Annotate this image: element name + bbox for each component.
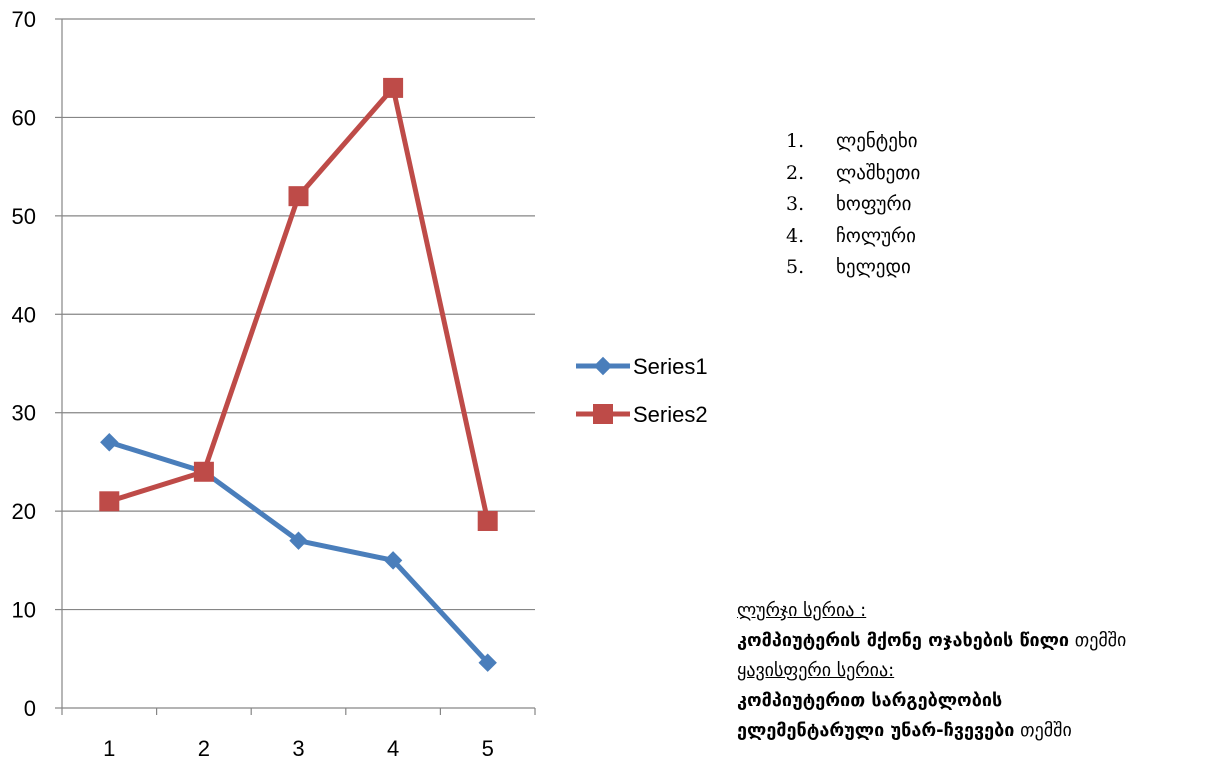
list-text: ჩოლური	[836, 224, 916, 247]
series-line	[106, 85, 491, 524]
x-axis-tick-labels: 1 2 3 4 5	[103, 736, 494, 761]
y-tick-label: 50	[12, 204, 36, 229]
y-tick-label: 30	[12, 401, 36, 426]
list-item: 2. ლაშხეთი	[786, 158, 920, 190]
data-point	[100, 433, 119, 452]
y-tick-label: 20	[12, 499, 36, 524]
list-item: 3. ხოფური	[786, 189, 920, 221]
list-number: 1.	[786, 130, 805, 152]
y-tick-label: 0	[24, 696, 36, 721]
red-series-label: ყავისფერი სერია:	[737, 660, 895, 681]
data-point	[477, 510, 498, 531]
series-1	[100, 433, 497, 672]
list-number: 3.	[786, 193, 805, 215]
gridlines	[62, 18, 535, 611]
data-point	[383, 77, 404, 98]
list-text: ხელედი	[836, 256, 911, 278]
data-point	[99, 491, 120, 512]
data-point	[383, 551, 403, 570]
series-layer	[99, 77, 498, 672]
list-number: 2.	[786, 161, 805, 184]
red-series-bold-1: კომპიუტერით სარგებლობის	[737, 690, 1003, 711]
location-list: 1. ლენტეხი 2. ლაშხეთი 3. ხოფური 4. ჩოლური 5.…	[786, 126, 920, 284]
list-text: ხოფური	[836, 193, 912, 215]
data-point	[288, 186, 309, 207]
list-item: 5. ხელედი	[786, 252, 920, 284]
series-line	[106, 439, 491, 666]
legend-label: Series1	[633, 354, 708, 379]
y-tick-label: 10	[12, 598, 36, 623]
list-number: 4.	[786, 224, 805, 247]
list-item: 1. ლენტეხი	[786, 126, 920, 158]
blue-series-suffix: თემში	[1069, 630, 1127, 651]
x-tick-label: 2	[198, 736, 210, 761]
x-tick-label: 4	[387, 736, 399, 761]
list-text: ლენტეხი	[836, 130, 918, 152]
legend-item: Series2	[576, 402, 708, 427]
y-tick-label: 60	[12, 105, 36, 130]
list-text: ლაშხეთი	[836, 161, 921, 184]
axes	[55, 18, 536, 715]
red-series-description-1: კომპიუტერით სარგებლობის	[737, 686, 1227, 716]
series-notes: ლურჯი სერია : კომპიუტერის მქონე ოჯახების…	[737, 596, 1227, 746]
x-tick-label: 5	[482, 736, 494, 761]
legend-item: Series1	[576, 354, 708, 379]
list-item: 4. ჩოლური	[786, 221, 920, 253]
legend-marker	[593, 404, 613, 424]
x-tick-label: 3	[292, 736, 304, 761]
legend: Series1 Series2	[576, 354, 708, 427]
y-tick-label: 70	[12, 7, 36, 32]
y-axis-tick-labels: 0 10 20 30 40 50 60 70	[12, 7, 36, 721]
legend-marker	[593, 356, 613, 376]
data-point	[289, 531, 308, 550]
series-2	[99, 77, 498, 531]
blue-series-bold: კომპიუტერის მქონე ოჯახების წილი	[737, 630, 1070, 651]
blue-series-description: კომპიუტერის მქონე ოჯახების წილი თემში	[737, 626, 1227, 656]
x-tick-label: 1	[103, 736, 115, 761]
y-tick-label: 40	[12, 302, 36, 327]
data-point	[478, 653, 497, 672]
red-series-description-2: ელემენტარული უნარ-ჩვევები თემში	[737, 716, 1227, 746]
blue-series-label: ლურჯი სერია :	[737, 600, 867, 621]
list-number: 5.	[786, 256, 805, 278]
legend-label: Series2	[633, 402, 708, 427]
data-point	[193, 461, 214, 482]
red-series-bold-2: ელემენტარული უნარ-ჩვევები	[737, 720, 1015, 741]
red-series-suffix: თემში	[1014, 720, 1072, 741]
